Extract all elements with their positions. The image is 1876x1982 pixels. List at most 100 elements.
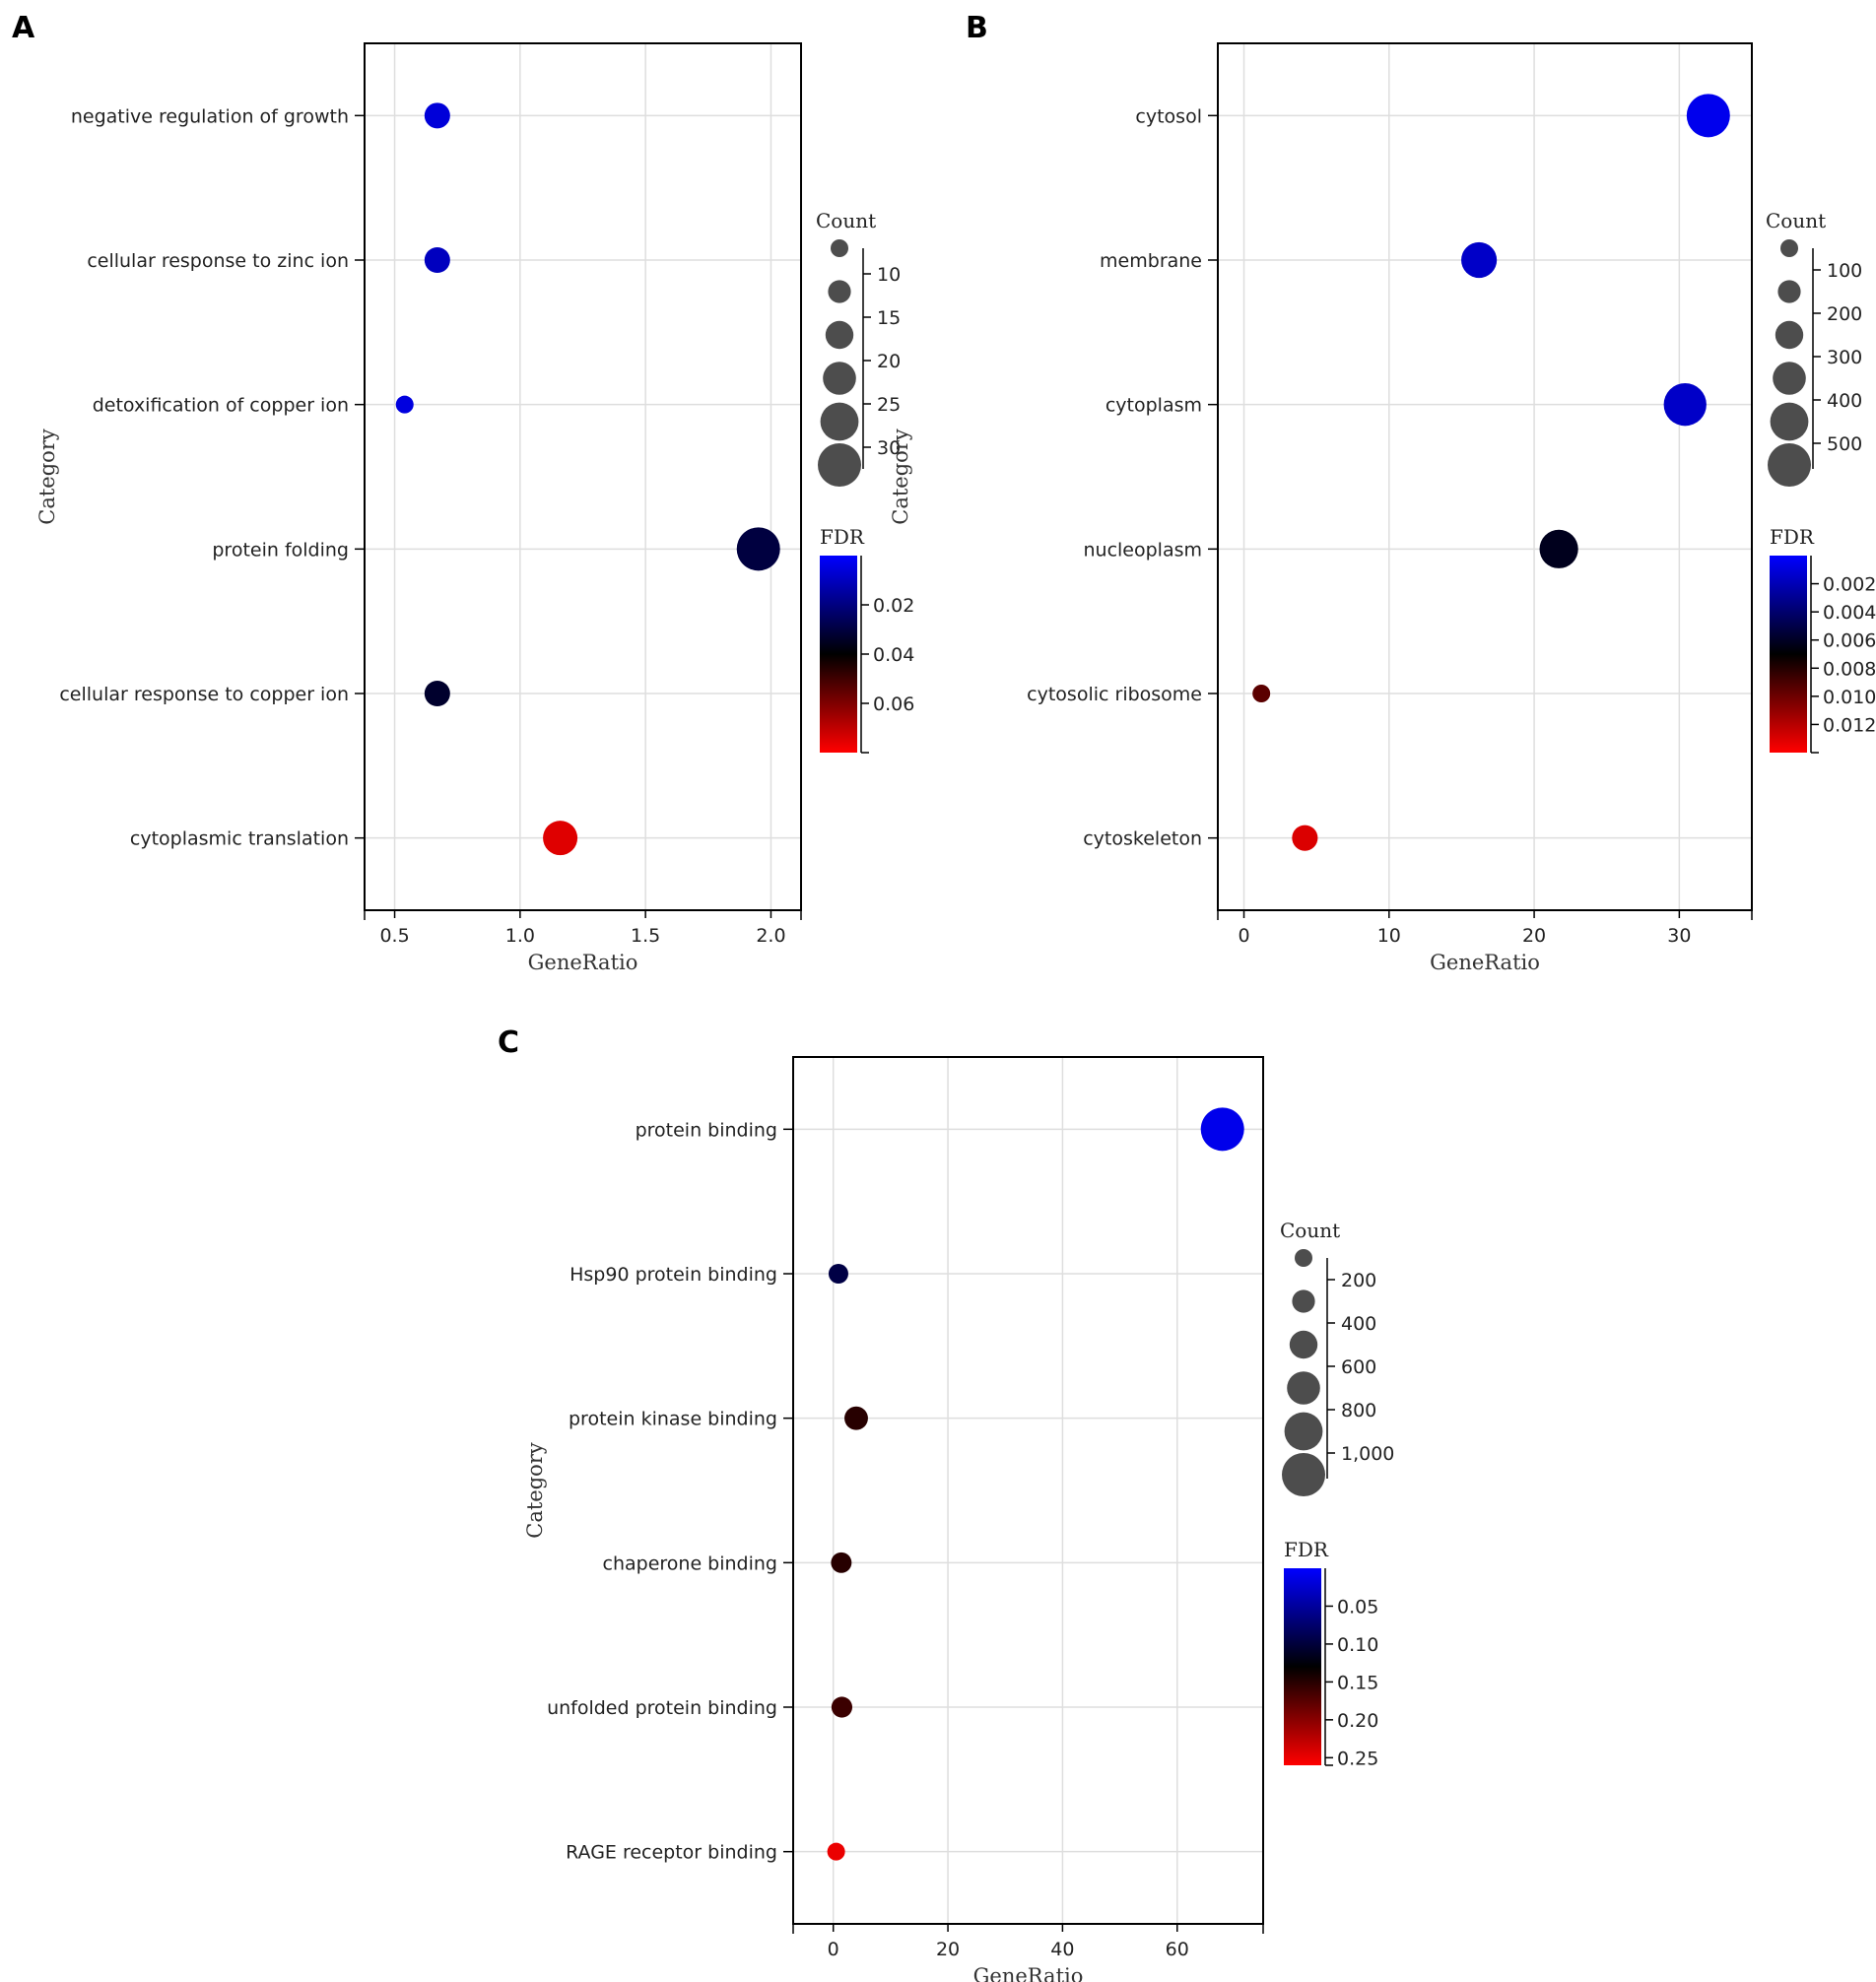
color-legend-title: FDR xyxy=(1284,1538,1329,1561)
color-legend-tick-label: 0.012 xyxy=(1823,714,1876,736)
color-legend-tick-label: 0.20 xyxy=(1337,1710,1378,1732)
size-legend-tick-label: 500 xyxy=(1827,433,1862,455)
x-tick-label: 0 xyxy=(1238,925,1249,947)
x-axis-title: GeneRatio xyxy=(528,951,638,974)
color-legend-tick-label: 0.02 xyxy=(873,595,914,617)
data-point[interactable] xyxy=(1292,825,1318,851)
x-tick-label: 1.5 xyxy=(631,925,660,947)
category-label: Hsp90 protein binding xyxy=(570,1264,777,1286)
color-legend-tick-label: 0.006 xyxy=(1823,630,1876,652)
panel-label: B xyxy=(966,11,988,45)
data-point[interactable] xyxy=(395,395,414,414)
size-legend-tick-label: 15 xyxy=(877,307,901,329)
color-legend-tick-label: 0.04 xyxy=(873,644,914,666)
color-legend-tick-label: 0.15 xyxy=(1337,1672,1378,1693)
x-tick-label: 20 xyxy=(1522,925,1546,947)
category-label: protein kinase binding xyxy=(569,1409,777,1430)
size-legend-bubble xyxy=(1289,1330,1318,1359)
category-label: cytosol xyxy=(1135,105,1202,127)
color-legend-bar xyxy=(1770,556,1807,753)
plot-frame xyxy=(364,42,802,911)
category-label: cellular response to zinc ion xyxy=(87,250,349,272)
size-legend-tick-label: 800 xyxy=(1341,1400,1376,1421)
data-point[interactable] xyxy=(1200,1107,1244,1152)
size-legend-bubble xyxy=(1777,280,1801,303)
size-legend-tick-label: 400 xyxy=(1341,1313,1376,1335)
category-label: cytoskeleton xyxy=(1083,828,1202,850)
x-axis-title: GeneRatio xyxy=(973,1964,1084,1982)
size-legend-tick-label: 200 xyxy=(1827,303,1862,325)
category-label: cytoplasm xyxy=(1106,395,1202,417)
size-legend-bubble xyxy=(820,402,859,441)
x-axis-title: GeneRatio xyxy=(1430,951,1540,974)
data-point[interactable] xyxy=(1252,685,1271,702)
size-legend-tick-label: 10 xyxy=(877,264,901,286)
panel-label: C xyxy=(498,1025,519,1060)
color-legend-tick-label: 0.05 xyxy=(1337,1596,1378,1618)
x-tick-label: 2.0 xyxy=(756,925,785,947)
data-point[interactable] xyxy=(1539,529,1578,568)
size-legend-bubble xyxy=(1768,443,1811,487)
data-point[interactable] xyxy=(827,1842,845,1861)
x-tick-label: 0.5 xyxy=(379,925,409,947)
panel-label: A xyxy=(12,11,35,45)
color-legend-tick-label: 0.004 xyxy=(1823,602,1876,624)
x-tick-label: 10 xyxy=(1377,925,1401,947)
size-legend-bubble xyxy=(1770,402,1809,441)
data-point[interactable] xyxy=(543,821,578,856)
color-legend-tick-label: 0.008 xyxy=(1823,658,1876,680)
size-legend-bubble xyxy=(1284,1412,1323,1451)
category-label: protein folding xyxy=(212,539,349,561)
data-point[interactable] xyxy=(831,1552,852,1573)
data-point[interactable] xyxy=(1461,241,1498,279)
category-label: negative regulation of growth xyxy=(71,105,349,127)
data-point[interactable] xyxy=(1686,94,1730,138)
size-legend-title: Count xyxy=(1766,209,1826,232)
data-point[interactable] xyxy=(1663,383,1707,427)
category-label: membrane xyxy=(1100,250,1202,272)
size-legend-tick-label: 100 xyxy=(1827,260,1862,282)
x-tick-label: 60 xyxy=(1166,1939,1189,1960)
size-legend-bubble xyxy=(831,239,848,257)
size-legend-tick-label: 300 xyxy=(1827,347,1862,368)
color-legend-title: FDR xyxy=(1770,525,1815,549)
plot-frame xyxy=(792,1056,1264,1925)
category-label: cellular response to copper ion xyxy=(59,684,349,705)
x-tick-label: 0 xyxy=(828,1939,839,1960)
data-point[interactable] xyxy=(831,1696,853,1718)
y-axis-title: Category xyxy=(35,429,59,525)
data-point[interactable] xyxy=(424,680,450,707)
color-legend-tick-label: 0.10 xyxy=(1337,1634,1378,1656)
category-label: protein binding xyxy=(636,1119,777,1141)
color-legend-title: FDR xyxy=(820,525,865,549)
x-tick-label: 40 xyxy=(1050,1939,1074,1960)
size-legend-tick-label: 600 xyxy=(1341,1356,1376,1378)
category-label: nucleoplasm xyxy=(1083,539,1202,561)
color-legend-tick-label: 0.25 xyxy=(1337,1748,1378,1769)
size-legend-title: Count xyxy=(1280,1219,1340,1242)
data-point[interactable] xyxy=(844,1406,868,1430)
y-axis-title: Category xyxy=(523,1442,547,1539)
size-legend-bubble xyxy=(825,320,854,350)
size-legend-tick-label: 200 xyxy=(1341,1270,1376,1291)
data-point[interactable] xyxy=(424,246,450,274)
x-tick-label: 20 xyxy=(936,1939,960,1960)
size-legend-tick-label: 400 xyxy=(1827,390,1862,412)
plot-frame xyxy=(1217,42,1753,911)
y-axis-title: Category xyxy=(889,429,912,525)
size-legend-bubble xyxy=(828,280,851,303)
color-legend-bar xyxy=(1284,1568,1321,1765)
category-label: RAGE receptor binding xyxy=(566,1842,777,1864)
size-legend-bubble xyxy=(1292,1289,1315,1313)
category-label: detoxification of copper ion xyxy=(93,395,349,417)
data-point[interactable] xyxy=(828,1263,848,1285)
category-label: unfolded protein binding xyxy=(547,1697,777,1719)
size-legend-bubble xyxy=(1773,362,1806,395)
data-point[interactable] xyxy=(424,102,450,129)
data-point[interactable] xyxy=(736,527,780,571)
size-legend-tick-label: 20 xyxy=(877,351,901,372)
